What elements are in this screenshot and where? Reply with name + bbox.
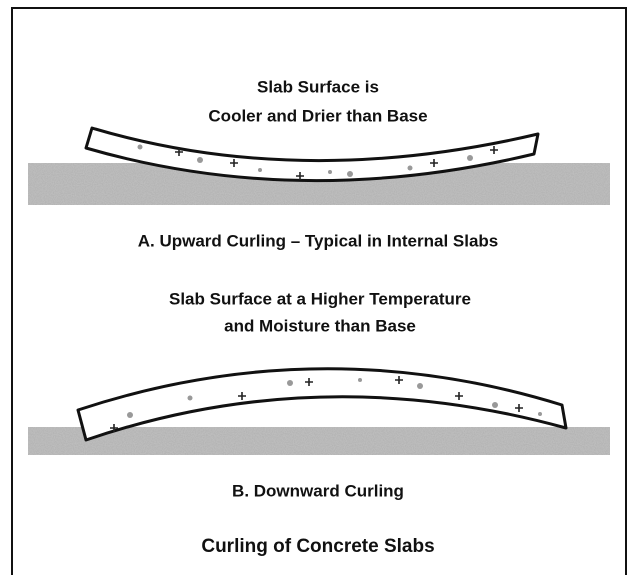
label-line: Cooler and Drier than Base <box>208 106 427 125</box>
label-line: Slab Surface at a Higher Temperature <box>169 289 471 308</box>
frame <box>11 7 627 575</box>
caption: B. Downward Curling <box>232 481 404 500</box>
title: Curling of Concrete Slabs <box>201 536 434 557</box>
slab <box>84 126 540 183</box>
slab <box>76 367 568 442</box>
slab-texture <box>137 144 498 180</box>
caption: A. Upward Curling – Typical in Internal … <box>138 231 499 250</box>
label-line: Slab Surface is <box>257 77 379 96</box>
label-line: and Moisture than Base <box>224 316 416 335</box>
slab-texture <box>110 376 542 432</box>
ground <box>28 427 610 455</box>
